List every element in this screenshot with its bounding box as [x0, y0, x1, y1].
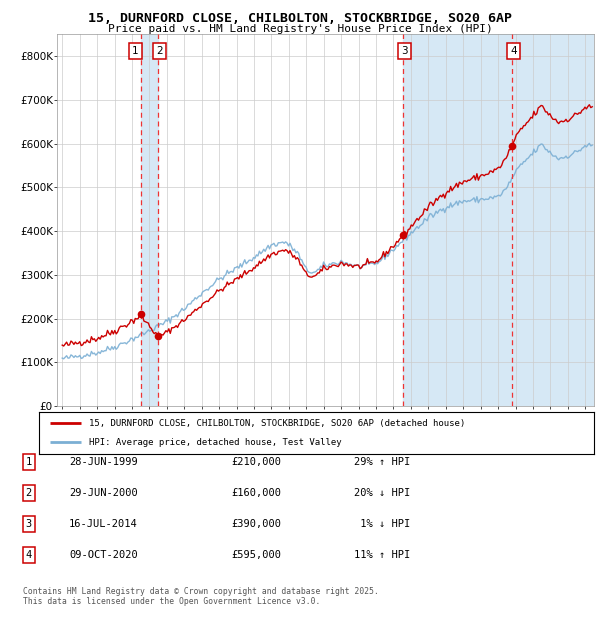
- Text: 3: 3: [401, 46, 408, 56]
- Text: 15, DURNFORD CLOSE, CHILBOLTON, STOCKBRIDGE, SO20 6AP: 15, DURNFORD CLOSE, CHILBOLTON, STOCKBRI…: [88, 12, 512, 25]
- Text: 4: 4: [26, 550, 32, 560]
- Text: 4: 4: [510, 46, 517, 56]
- Text: Contains HM Land Registry data © Crown copyright and database right 2025.: Contains HM Land Registry data © Crown c…: [23, 587, 379, 596]
- Text: 15, DURNFORD CLOSE, CHILBOLTON, STOCKBRIDGE, SO20 6AP (detached house): 15, DURNFORD CLOSE, CHILBOLTON, STOCKBRI…: [89, 418, 465, 428]
- Text: 3: 3: [26, 519, 32, 529]
- Text: 29-JUN-2000: 29-JUN-2000: [69, 488, 138, 498]
- Bar: [140, 34, 158, 406]
- Text: £390,000: £390,000: [231, 519, 281, 529]
- Text: £160,000: £160,000: [231, 488, 281, 498]
- Text: £595,000: £595,000: [231, 550, 281, 560]
- Text: 1: 1: [132, 46, 139, 56]
- Bar: [403, 34, 512, 406]
- Text: 11% ↑ HPI: 11% ↑ HPI: [354, 550, 410, 560]
- Text: 09-OCT-2020: 09-OCT-2020: [69, 550, 138, 560]
- Text: 2: 2: [157, 46, 163, 56]
- Text: 1: 1: [26, 457, 32, 467]
- Text: 2: 2: [26, 488, 32, 498]
- Text: 1% ↓ HPI: 1% ↓ HPI: [354, 519, 410, 529]
- Text: £210,000: £210,000: [231, 457, 281, 467]
- Text: 20% ↓ HPI: 20% ↓ HPI: [354, 488, 410, 498]
- Text: 29% ↑ HPI: 29% ↑ HPI: [354, 457, 410, 467]
- Text: This data is licensed under the Open Government Licence v3.0.: This data is licensed under the Open Gov…: [23, 597, 320, 606]
- Text: 16-JUL-2014: 16-JUL-2014: [69, 519, 138, 529]
- Text: HPI: Average price, detached house, Test Valley: HPI: Average price, detached house, Test…: [89, 438, 341, 447]
- Text: 28-JUN-1999: 28-JUN-1999: [69, 457, 138, 467]
- Bar: [512, 34, 596, 406]
- Text: Price paid vs. HM Land Registry's House Price Index (HPI): Price paid vs. HM Land Registry's House …: [107, 24, 493, 33]
